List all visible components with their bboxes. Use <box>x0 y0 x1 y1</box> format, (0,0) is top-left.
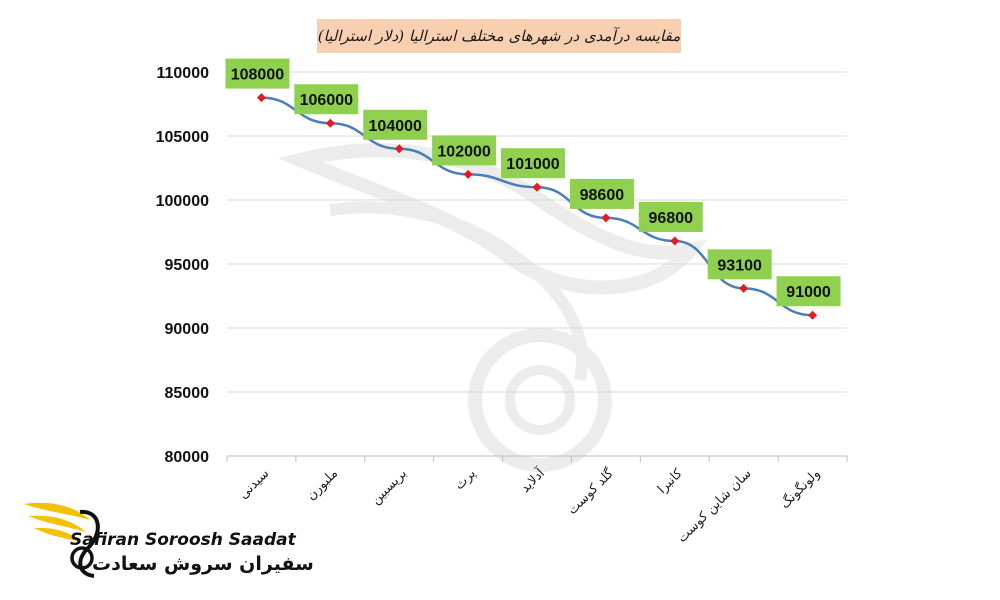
data-point-marker <box>325 118 335 128</box>
y-tick-label: 110000 <box>156 65 209 82</box>
logo-text-en: Safiran Soroosh Saadat <box>70 530 296 550</box>
company-logo <box>24 502 100 578</box>
data-point-marker <box>808 310 818 320</box>
data-point-marker <box>394 144 404 154</box>
y-tick-label: 80000 <box>165 449 210 466</box>
chart-title: مقایسه درآمدی در شهرهای مختلف استرالیا (… <box>317 19 681 53</box>
data-label-box <box>776 276 841 307</box>
data-label-box <box>225 58 290 89</box>
data-point-marker <box>670 236 680 246</box>
data-point-marker <box>463 169 473 179</box>
data-point-marker <box>601 213 611 223</box>
logo-text-fa: سفیران سروش سعادت <box>92 553 314 575</box>
data-label-box <box>638 201 703 232</box>
data-label: 91000 <box>786 284 831 301</box>
y-tick-label: 85000 <box>165 385 210 402</box>
data-point-marker <box>256 93 266 103</box>
x-tick-label: کانبرا <box>655 466 686 497</box>
data-label-box <box>707 249 772 280</box>
y-tick-label: 105000 <box>156 129 209 146</box>
data-label: 96800 <box>649 210 694 227</box>
x-tick-label: پرث <box>452 466 479 493</box>
data-label: 102000 <box>437 143 490 160</box>
y-tick-label: 100000 <box>156 193 209 210</box>
x-tick-label: گلد کوست <box>564 465 617 518</box>
data-point-marker <box>532 182 542 192</box>
data-label: 106000 <box>300 92 353 109</box>
data-label: 93100 <box>717 257 762 274</box>
data-label: 108000 <box>231 67 284 84</box>
data-label-box <box>294 84 359 115</box>
x-tick-label: بریسبین <box>369 466 411 508</box>
data-point-marker <box>739 283 749 293</box>
x-tick-label: ملبورن <box>304 466 341 503</box>
data-label: 104000 <box>369 118 422 135</box>
x-tick-label: ولونگونگ <box>777 466 823 512</box>
data-label: 101000 <box>506 156 559 173</box>
data-label: 98600 <box>580 187 625 204</box>
data-label-box <box>363 109 428 140</box>
eagle-wing-icon <box>24 502 100 578</box>
x-tick-label: سان شاین کوست <box>675 466 755 546</box>
y-tick-label: 95000 <box>165 257 210 274</box>
data-label-box <box>569 178 634 209</box>
data-label-box <box>501 148 565 179</box>
y-tick-label: 90000 <box>165 321 210 338</box>
data-label-box <box>432 135 497 166</box>
